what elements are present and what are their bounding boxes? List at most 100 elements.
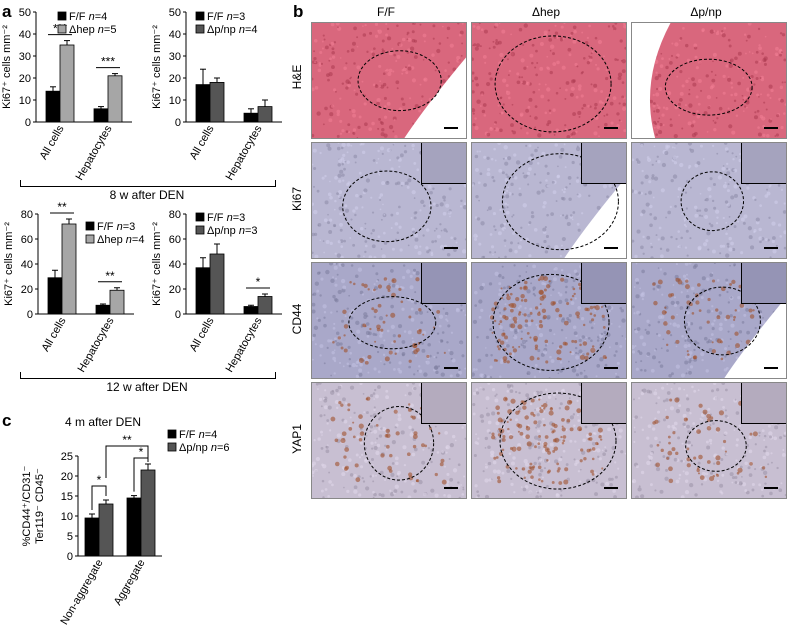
- tissue-cell: [538, 472, 542, 477]
- tissue-cell: [402, 275, 406, 280]
- tissue-cell: [317, 437, 321, 441]
- tissue-cell: [547, 99, 550, 102]
- tissue-cell: [359, 383, 363, 386]
- tissue-cell: [570, 301, 575, 305]
- tissue-cell: [578, 349, 583, 354]
- tissue-cell: [485, 463, 487, 466]
- tissue-cell: [521, 313, 524, 316]
- stain-spot: [595, 441, 599, 446]
- stain-spot: [343, 455, 347, 459]
- stain-spot: [698, 403, 703, 408]
- tissue-cell: [531, 61, 534, 65]
- tissue-cell: [548, 132, 551, 135]
- tissue-cell: [672, 322, 677, 327]
- stain-spot: [358, 357, 364, 363]
- tissue-cell: [762, 317, 764, 319]
- stain-spot: [695, 300, 700, 305]
- tissue-cell: [327, 405, 332, 410]
- tissue-cell: [783, 230, 786, 235]
- y-tick-label-c: 15: [61, 491, 73, 503]
- tissue-cell: [500, 111, 504, 115]
- tissue-cell: [621, 69, 626, 74]
- micrograph-ki67-3: [631, 142, 787, 259]
- tissue-cell: [599, 357, 604, 362]
- tissue-cell: [618, 325, 621, 328]
- stain-spot: [443, 351, 446, 354]
- tissue-cell: [346, 151, 349, 154]
- tissue-cell: [613, 27, 617, 31]
- tissue-cell: [633, 190, 638, 194]
- stain-spot: [686, 457, 691, 462]
- tissue-cell: [689, 341, 692, 344]
- tissue-cell: [575, 355, 580, 360]
- tissue-cell: [334, 252, 337, 255]
- tissue-cell: [390, 269, 394, 273]
- tissue-cell: [707, 186, 712, 192]
- tissue-cell: [766, 134, 770, 138]
- tissue-cell: [670, 178, 674, 183]
- tissue-cell: [475, 368, 478, 371]
- stain-spot: [376, 324, 381, 330]
- tissue-cell: [768, 431, 773, 436]
- tissue-cell: [581, 335, 585, 339]
- tissue-cell: [727, 416, 729, 419]
- tissue-cell: [546, 314, 551, 320]
- tissue-cell: [728, 124, 733, 129]
- stain-spot: [562, 439, 566, 443]
- tissue-cell: [323, 218, 328, 223]
- stain-spot: [434, 472, 438, 477]
- tissue-cell: [730, 241, 734, 246]
- tissue-cell: [480, 308, 484, 312]
- tissue-cell: [536, 62, 539, 64]
- stain-spot: [600, 306, 603, 309]
- tissue-cell: [623, 23, 626, 26]
- tissue-cell: [520, 486, 523, 488]
- tissue-cell: [345, 130, 349, 133]
- tissue-cell: [735, 155, 738, 158]
- tissue-cell: [324, 200, 329, 205]
- tissue-cell: [350, 144, 353, 147]
- tissue-cell: [572, 112, 576, 116]
- tissue-cell: [702, 158, 705, 160]
- tissue-cell: [655, 108, 660, 113]
- stain-spot: [495, 456, 499, 459]
- stain-spot: [597, 427, 603, 433]
- tissue-cell: [523, 23, 528, 28]
- tissue-cell: [634, 329, 639, 334]
- tissue-cell: [742, 98, 745, 101]
- tissue-cell: [764, 482, 767, 485]
- tissue-cell: [688, 370, 692, 375]
- tissue-cell: [448, 457, 451, 461]
- tissue-cell: [414, 291, 417, 294]
- legend-swatch-a4: [195, 225, 205, 235]
- tissue-cell: [413, 55, 418, 59]
- tissue-cell: [484, 478, 489, 483]
- tissue-cell: [716, 388, 720, 392]
- stain-spot: [706, 320, 710, 324]
- tissue-cell: [533, 228, 538, 232]
- tissue-cell: [535, 495, 539, 498]
- tissue-cell: [411, 143, 415, 148]
- y-tick-label-c: 20: [61, 471, 73, 483]
- tissue-cell: [758, 483, 762, 487]
- stain-spot: [497, 338, 501, 342]
- tissue-cell: [572, 39, 577, 44]
- stain-spot: [576, 408, 582, 414]
- tissue-cell: [521, 76, 524, 79]
- tissue-cell: [350, 316, 354, 320]
- tissue-cell: [481, 255, 485, 258]
- tissue-cell: [586, 36, 589, 39]
- tissue-cell: [347, 345, 351, 349]
- tissue-cell: [322, 304, 327, 309]
- tissue-cell: [397, 324, 403, 329]
- tissue-cell: [735, 356, 739, 360]
- stain-spot: [510, 398, 516, 404]
- tissue-cell: [413, 197, 416, 199]
- tissue-cell: [446, 483, 449, 487]
- y-tick-label-a4: 40: [169, 259, 181, 271]
- stain-spot: [692, 355, 697, 360]
- tissue-cell: [662, 106, 666, 109]
- tissue-cell: [545, 401, 548, 403]
- tissue-cell: [668, 61, 673, 65]
- tissue-cell: [407, 330, 412, 335]
